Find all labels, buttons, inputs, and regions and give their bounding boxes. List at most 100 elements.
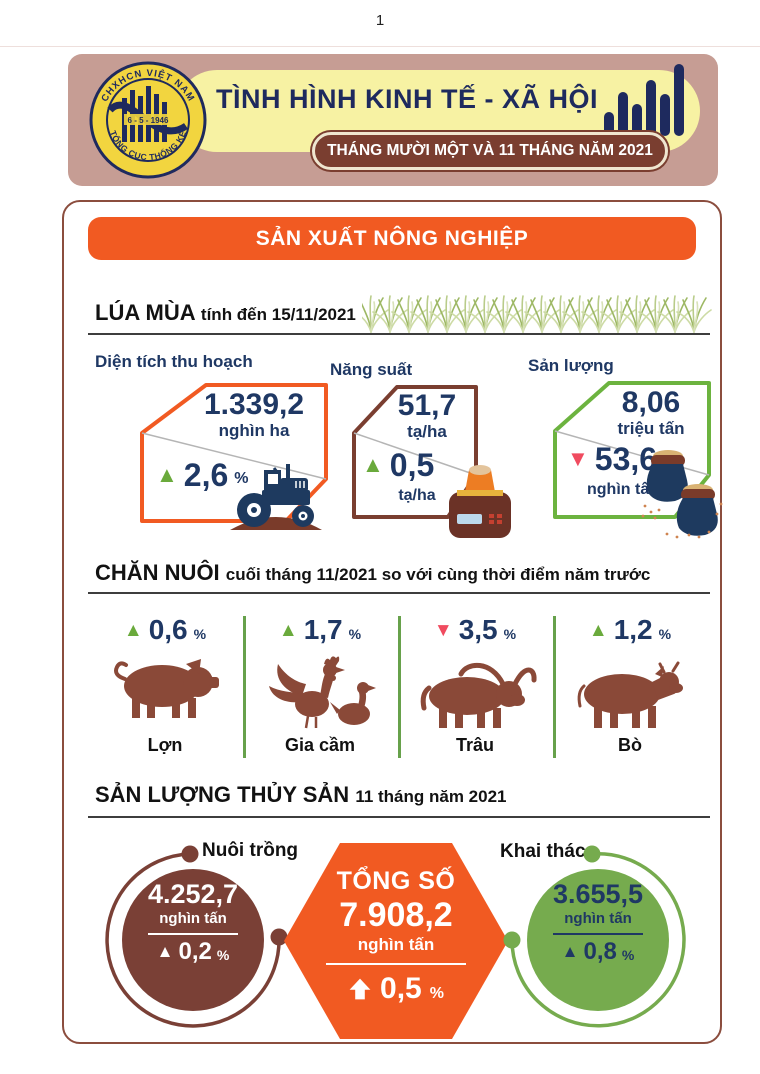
livestock-item-buffalo: ▼ 3,5 % Trâu xyxy=(400,616,550,756)
stat-change-suffix: % xyxy=(234,470,249,487)
stat-unit: triệu tấn xyxy=(617,418,685,438)
fishery-title: SẢN LƯỢNG THỦY SẢN xyxy=(95,782,350,807)
livestock-name: Bò xyxy=(618,735,642,755)
capture-change: 0,8 xyxy=(583,937,617,965)
stat-value: 1.339,2 xyxy=(203,388,305,421)
column-divider xyxy=(243,616,246,758)
arc-dot xyxy=(583,845,601,863)
logo-date: 6 - 5 - 1946 xyxy=(128,116,169,125)
divider-line xyxy=(553,932,643,935)
fishery-subtitle: 11 tháng năm 2021 xyxy=(355,787,507,806)
livestock-change: 3,5 xyxy=(458,614,498,645)
up-triangle-icon: ▲ xyxy=(123,619,143,641)
aquaculture-label: Nuôi trồng xyxy=(202,840,299,861)
livestock-change: 1,2 xyxy=(613,614,653,645)
up-triangle-icon: ▲ xyxy=(278,619,298,641)
stat-change-unit: nghìn tấn xyxy=(587,481,659,498)
stat-change-unit: tạ/ha xyxy=(398,487,436,504)
stat-label-yield: Năng suất xyxy=(330,360,413,379)
stat-change: 2,6 xyxy=(183,457,229,493)
cow-icon xyxy=(577,661,683,728)
statistics-office-logo-icon: 6 - 5 - 1946 CHXHCN VIỆT NAM TỔNG CỤC TH… xyxy=(89,61,207,179)
content-box xyxy=(62,200,722,1044)
fishery-rule xyxy=(88,816,710,818)
weighing-scale-icon xyxy=(449,465,511,538)
section-banner: SẢN XUẤT NÔNG NGHIỆP xyxy=(88,217,696,260)
capture-change-suffix: % xyxy=(621,946,635,963)
capture-label: Khai thác xyxy=(500,841,586,862)
up-triangle-icon: ▲ xyxy=(362,452,384,477)
rice-plants-icon xyxy=(362,295,712,333)
bar-chart-icon xyxy=(604,64,684,136)
rice-section-heading: LÚA MÙA tính đến 15/11/2021 xyxy=(95,300,356,326)
capture-value: 3.655,5 xyxy=(552,879,644,909)
up-triangle-icon: ▲ xyxy=(156,462,178,487)
aquaculture-circle xyxy=(105,845,288,1028)
livestock-item-cow: ▲ 1,2 % Bò xyxy=(555,616,705,756)
arc-dot xyxy=(181,845,199,863)
aquaculture-value: 4.252,7 xyxy=(147,879,239,909)
arc-dot xyxy=(503,931,521,949)
stat-change: 53,6 xyxy=(594,441,658,477)
aquaculture-disc xyxy=(122,869,264,1011)
tractor-icon xyxy=(230,464,322,530)
down-triangle-icon: ▼ xyxy=(567,446,589,471)
buffalo-icon xyxy=(420,662,537,728)
subtitle-text: THÁNG MƯỜI MỘT VÀ 11 THÁNG NĂM 2021 xyxy=(327,142,653,159)
total-change-suffix: % xyxy=(429,985,444,1003)
fishery-section-heading: SẢN LƯỢNG THỦY SẢN 11 tháng năm 2021 xyxy=(95,782,507,808)
rice-subtitle: tính đến 15/11/2021 xyxy=(200,305,356,324)
poultry-icon xyxy=(269,656,376,729)
total-label: TỔNG SỐ xyxy=(336,867,456,895)
column-divider xyxy=(398,616,401,758)
stat-value: 8,06 xyxy=(621,386,681,419)
page-title: TÌNH HÌNH KINH TẾ - XÃ HỘI xyxy=(216,84,598,114)
stat-shape-divider xyxy=(353,432,477,476)
livestock-change-suffix: % xyxy=(193,626,207,642)
stat-label-area: Diện tích thu hoạch xyxy=(95,352,253,371)
up-triangle-icon: ▲ xyxy=(156,942,174,962)
livestock-section-heading: CHĂN NUÔI cuối tháng 11/2021 so với cùng… xyxy=(95,560,650,586)
livestock-rule xyxy=(88,592,710,594)
livestock-change: 1,7 xyxy=(303,614,343,645)
fishery-total-hexagon: TỔNG SỐ 7.908,2 nghìn tấn 0,5 % xyxy=(284,843,508,1039)
page-number: 1 xyxy=(375,12,385,29)
aquaculture-change-suffix: % xyxy=(216,946,230,963)
aquaculture-unit: nghìn tấn xyxy=(159,909,227,927)
subtitle-pill: THÁNG MƯỜI MỘT VÀ 11 THÁNG NĂM 2021 xyxy=(312,132,668,170)
livestock-change-suffix: % xyxy=(503,626,517,642)
rice-rule xyxy=(88,333,710,335)
stat-shape-divider xyxy=(141,432,327,480)
up-triangle-icon: ▲ xyxy=(588,619,608,641)
livestock-name: Gia cầm xyxy=(284,735,356,755)
livestock-name: Lợn xyxy=(147,735,183,755)
grain-sacks-icon xyxy=(641,450,723,539)
section-banner-label: SẢN XUẤT NÔNG NGHIỆP xyxy=(255,227,529,250)
livestock-item-poultry: ▲ 1,7 % Gia cầm xyxy=(245,616,395,756)
total-value: 7.908,2 xyxy=(339,896,453,934)
stat-unit: nghìn ha xyxy=(218,420,290,440)
down-triangle-icon: ▼ xyxy=(433,619,453,641)
pig-icon xyxy=(114,659,219,718)
capture-arc xyxy=(510,852,686,1028)
livestock-change-suffix: % xyxy=(348,626,362,642)
capture-circle xyxy=(503,845,686,1028)
up-triangle-icon: ▲ xyxy=(561,942,579,962)
livestock-subtitle: cuối tháng 11/2021 so với cùng thời điểm… xyxy=(225,565,651,584)
capture-unit: nghìn tấn xyxy=(564,909,632,927)
livestock-name: Trâu xyxy=(455,735,494,755)
header-banner: TÌNH HÌNH KINH TẾ - XÃ HỘI THÁNG MƯỜI MỘ… xyxy=(68,54,718,186)
stat-unit: tạ/ha xyxy=(407,421,447,441)
stat-value: 51,7 xyxy=(397,389,457,422)
stat-shape xyxy=(352,385,478,519)
livestock-title: CHĂN NUÔI xyxy=(95,560,220,585)
rice-title: LÚA MÙA xyxy=(95,300,195,325)
header-divider xyxy=(0,46,760,47)
stat-card-yield: 51,7 tạ/ha ▲ 0,5 tạ/ha xyxy=(352,385,478,519)
aquaculture-arc xyxy=(105,852,281,1028)
total-unit: nghìn tấn xyxy=(357,935,435,955)
divider-line xyxy=(326,963,466,966)
livestock-change: 0,6 xyxy=(148,614,188,645)
capture-stats: 3.655,5 nghìn tấn ▲ 0,8 % xyxy=(523,879,673,965)
